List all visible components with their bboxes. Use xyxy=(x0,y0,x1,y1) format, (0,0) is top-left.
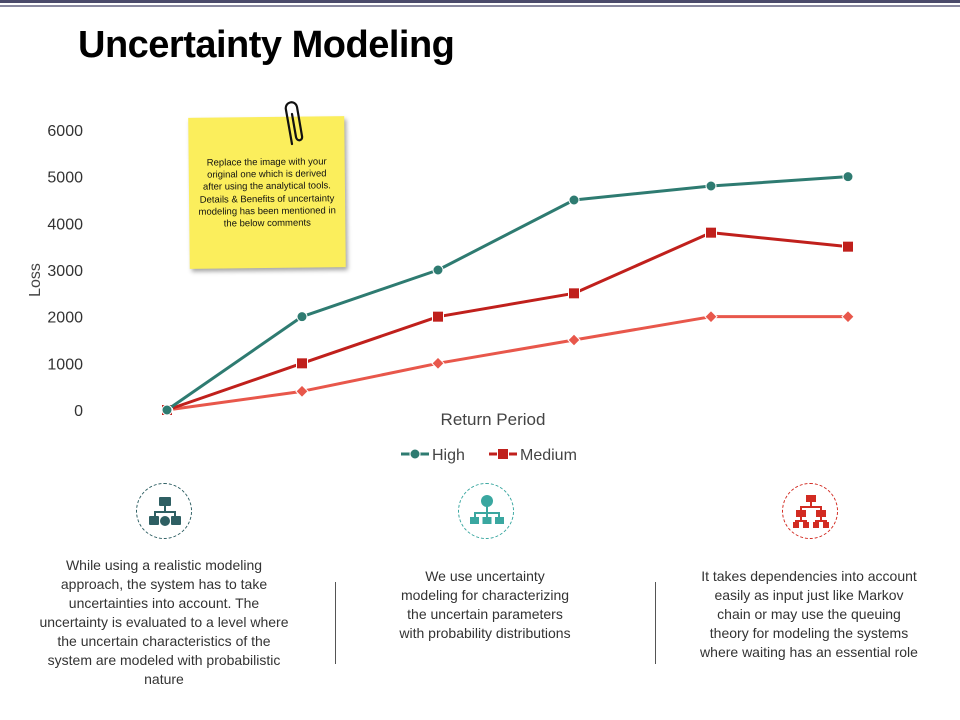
feature-text-1: While using a realistic modeling approac… xyxy=(39,557,289,687)
legend-marker-1 xyxy=(497,448,509,460)
feature-text-3: It takes dependencies into account easil… xyxy=(700,568,918,660)
data-point-0-5 xyxy=(842,171,854,183)
slide-title: Uncertainty Modeling xyxy=(78,24,455,66)
series-line-1 xyxy=(166,231,849,412)
data-point-0-2 xyxy=(432,264,444,276)
y-tick-label-3: 3000 xyxy=(47,263,83,280)
feature-text-2: We use uncertainty modeling for characte… xyxy=(399,568,571,641)
divider-1 xyxy=(335,582,336,664)
org-chart-icon xyxy=(470,495,504,524)
y-tick-label-2: 2000 xyxy=(47,310,83,327)
paperclip-icon xyxy=(284,101,304,146)
data-point-1-3 xyxy=(568,287,580,300)
divider-2 xyxy=(655,582,656,664)
data-point-2-1 xyxy=(295,384,309,399)
y-tick-label-4: 4000 xyxy=(47,216,83,233)
data-point-2-5 xyxy=(841,309,855,324)
data-point-1-2 xyxy=(432,310,444,323)
data-point-0-4 xyxy=(705,180,717,192)
line-chart: 0 1000 2000 3000 4000 5000 6000 Loss Return Peri… xyxy=(27,123,855,464)
y-tick-label-6: 6000 xyxy=(47,123,83,140)
data-point-1-1 xyxy=(296,357,308,370)
top-border xyxy=(0,0,960,8)
hierarchy-icon xyxy=(149,497,181,526)
y-axis-label: Loss xyxy=(27,263,44,297)
feature-icon-1 xyxy=(136,483,192,539)
series-line-0 xyxy=(166,175,849,412)
data-point-0-1 xyxy=(296,311,308,323)
data-point-2-3 xyxy=(567,333,581,347)
data-point-2-2 xyxy=(431,356,445,371)
series-line-2 xyxy=(166,315,848,412)
data-point-1-4 xyxy=(705,226,717,239)
y-tick-label-0: 0 xyxy=(74,403,83,420)
network-icon xyxy=(793,495,829,528)
sticky-note: Replace the image with your original one… xyxy=(188,116,346,269)
data-point-0-3 xyxy=(568,194,580,206)
y-tick-label-5: 5000 xyxy=(47,170,83,187)
legend-marker-0 xyxy=(409,448,421,460)
legend-label-0: High xyxy=(432,447,465,464)
data-point-0-0 xyxy=(161,404,173,416)
sticky-note-text: Replace the image with your original one… xyxy=(198,156,336,230)
data-point-2-4 xyxy=(704,309,718,324)
feature-icon-2 xyxy=(458,483,514,539)
legend-label-1: Medium xyxy=(520,447,577,464)
x-axis-label: Return Period xyxy=(441,410,546,429)
feature-icon-3 xyxy=(782,483,838,539)
data-point-1-5 xyxy=(842,240,854,253)
y-tick-label-1: 1000 xyxy=(47,356,83,373)
